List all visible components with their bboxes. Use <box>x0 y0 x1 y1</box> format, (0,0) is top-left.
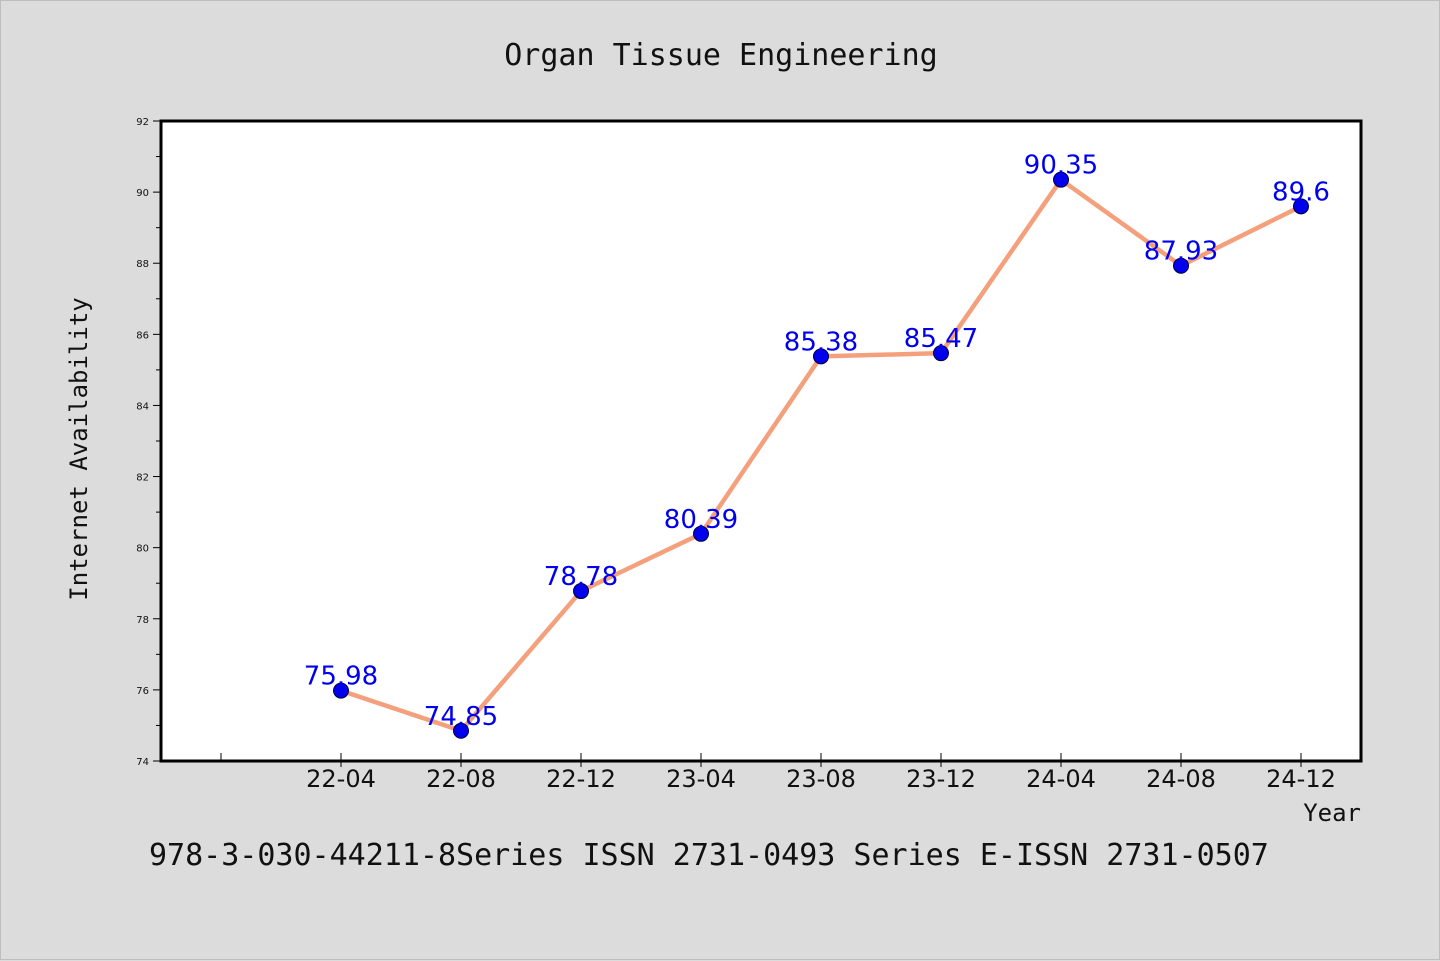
x-tick-label: 23-08 <box>786 765 856 793</box>
data-label: 74.85 <box>424 702 498 732</box>
y-tick-label: 76 <box>136 686 149 697</box>
marker-group <box>333 171 1309 739</box>
x-tick-label: 24-04 <box>1026 765 1096 793</box>
data-point <box>1053 171 1069 188</box>
chart-title: Organ Tissue Engineering <box>504 38 937 73</box>
data-point <box>573 583 589 600</box>
plot-area <box>159 119 1363 763</box>
x-tick-label: 22-04 <box>306 765 376 793</box>
y-tick-label: 82 <box>136 473 149 484</box>
data-label: 75.98 <box>304 662 378 692</box>
x-tick-label: 22-08 <box>426 765 496 793</box>
y-tick-label: 80 <box>136 544 149 555</box>
data-label: 89.6 <box>1272 177 1330 207</box>
x-tick-label: 23-12 <box>906 765 976 793</box>
data-point <box>453 722 469 739</box>
data-label: 87.93 <box>1144 237 1218 267</box>
footer-text: 978-3-030-44211-8Series ISSN 2731-0493 S… <box>149 838 1269 873</box>
x-axis: 22-04 22-08 22-12 23-04 23-08 23-12 24-04 24-08… <box>220 753 1336 793</box>
y-tick-label: 90 <box>136 188 149 199</box>
data-label: 85.38 <box>784 327 858 357</box>
data-point <box>813 348 829 365</box>
y-tick-label: 78 <box>136 615 149 626</box>
x-tick-label: 23-04 <box>666 765 736 793</box>
data-point <box>693 525 709 542</box>
y-tick-label: 84 <box>136 401 149 412</box>
data-label: 80.39 <box>664 505 738 535</box>
y-tick-label: 74 <box>136 757 149 768</box>
y-tick-label: 86 <box>136 330 149 341</box>
data-label-group: 75.98 74.85 78.78 80.39 85.38 85.47 90.35 87.93… <box>304 151 1330 732</box>
y-tick-label: 92 <box>136 117 149 128</box>
data-point <box>1293 198 1309 215</box>
data-label: 90.35 <box>1024 151 1098 181</box>
data-point <box>1173 257 1189 274</box>
y-axis-label: Internet Availability <box>65 297 93 600</box>
data-label: 85.47 <box>904 324 978 354</box>
y-tick-label: 88 <box>136 259 149 270</box>
data-label: 78.78 <box>544 562 618 592</box>
y-axis: 74 76 78 80 82 84 86 88 90 92 <box>136 117 161 768</box>
x-tick-label: 22-12 <box>546 765 616 793</box>
data-point <box>933 345 949 362</box>
x-tick-label: 24-08 <box>1146 765 1216 793</box>
data-point <box>333 682 349 699</box>
x-tick-label: 24-12 <box>1266 765 1336 793</box>
x-axis-label: Year <box>1303 799 1361 827</box>
